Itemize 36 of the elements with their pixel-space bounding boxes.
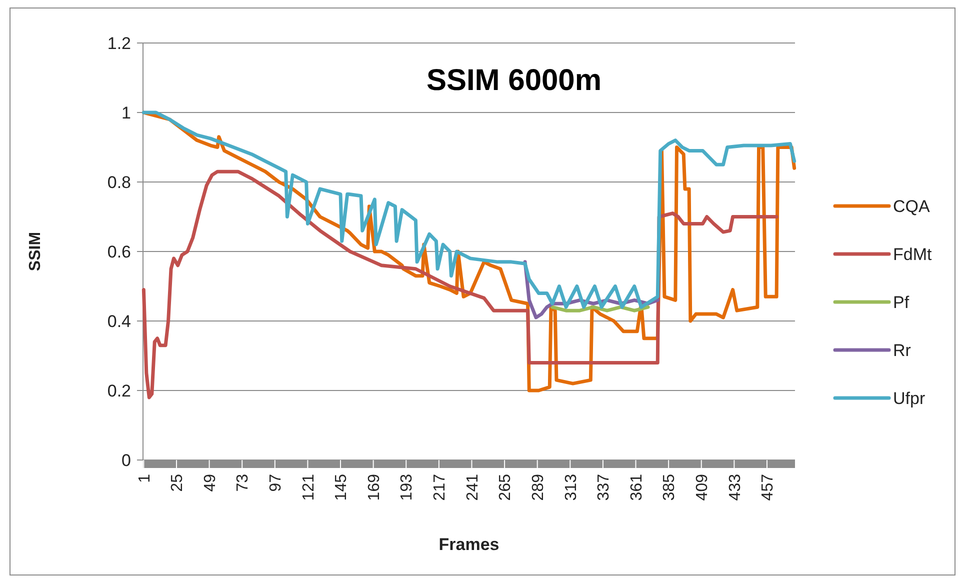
x-tick-label: 97 <box>268 474 285 492</box>
x-axis-title: Frames <box>438 535 500 554</box>
x-tick-label: 193 <box>398 474 416 501</box>
x-tick-label: 289 <box>530 474 547 501</box>
y-tick-label: 1.2 <box>107 34 131 53</box>
x-tick-label: 145 <box>333 474 350 501</box>
x-tick-label: 433 <box>726 474 744 501</box>
x-tick-label: 313 <box>562 474 580 501</box>
x-tick-label: 1 <box>136 474 154 483</box>
x-tick-label: 385 <box>661 474 678 501</box>
line-series <box>142 170 778 400</box>
legend-label: Rr <box>893 340 912 360</box>
legend-label: Ufpr <box>893 388 926 408</box>
x-tick-label: 337 <box>596 474 613 501</box>
legend-label: FdMt <box>893 244 932 264</box>
x-tick-label: 457 <box>760 474 777 501</box>
legend-label: CQA <box>893 196 930 216</box>
text: SSIM 6000m <box>426 64 602 97</box>
y-tick-label: 0.8 <box>107 172 131 192</box>
x-tick-label: 361 <box>628 474 646 501</box>
legend-label: Pf <box>893 292 910 312</box>
y-tick-label: 0 <box>122 450 131 470</box>
x-tick-label: 265 <box>497 474 514 501</box>
y-tick-label: 0.6 <box>107 242 131 262</box>
x-tick-label: 409 <box>694 474 711 501</box>
x-tick-label: 25 <box>169 474 186 492</box>
y-tick-label: 0.4 <box>107 312 131 331</box>
x-tick-label: 73 <box>234 474 252 492</box>
x-tick-label: 49 <box>202 474 219 492</box>
x-tick-label: 121 <box>300 474 318 501</box>
y-tick-label: 0.2 <box>107 381 131 400</box>
y-tick-label: 1 <box>122 103 131 122</box>
y-axis-title: SSIM <box>27 232 44 272</box>
x-tick-label: 241 <box>464 474 482 501</box>
x-tick-label: 217 <box>432 474 449 501</box>
x-tick-label: 169 <box>366 474 383 501</box>
